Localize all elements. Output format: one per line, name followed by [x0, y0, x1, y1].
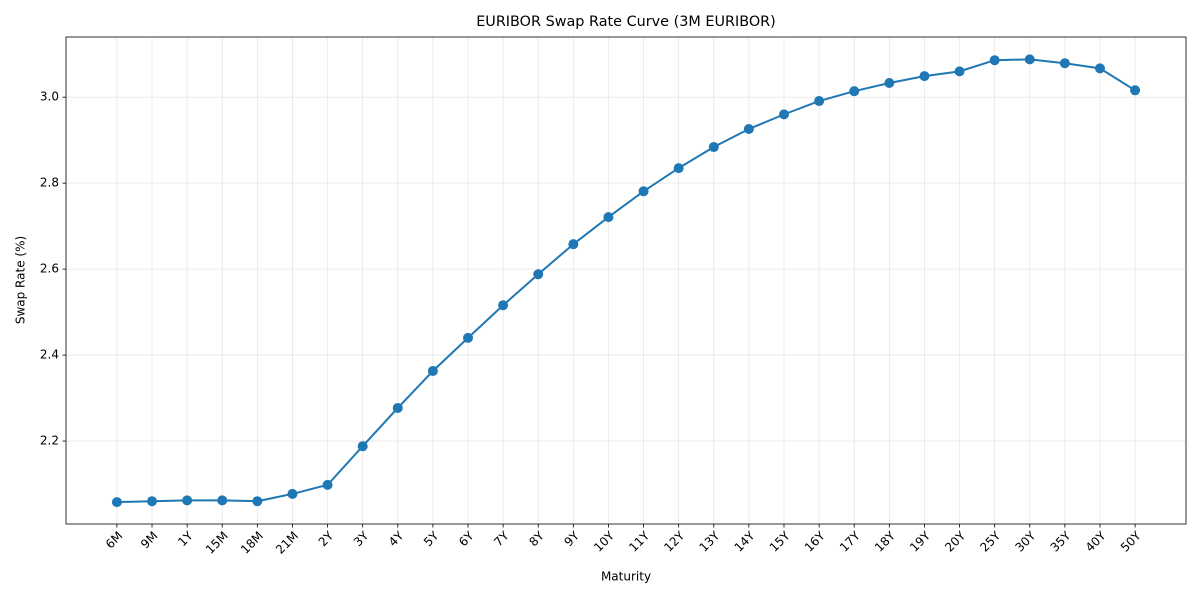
marker: [638, 186, 649, 197]
marker: [1094, 63, 1105, 74]
marker: [849, 86, 860, 97]
x-tick-label: 6Y: [456, 528, 477, 549]
y-tick-label: 2.2: [40, 434, 59, 448]
marker: [463, 332, 474, 343]
marker: [954, 66, 965, 77]
y-tick-label: 2.8: [40, 176, 59, 190]
marker: [427, 365, 438, 376]
marker: [182, 495, 193, 506]
x-tick-label: 16Y: [802, 528, 828, 554]
marker: [884, 77, 895, 88]
marker: [919, 71, 930, 82]
marker: [708, 142, 719, 153]
marker: [287, 488, 298, 499]
plot: [111, 54, 1141, 508]
x-tick-label: 9Y: [561, 528, 582, 549]
marker: [1024, 54, 1035, 65]
marker: [252, 496, 263, 507]
x-tick-label: 9M: [138, 529, 161, 552]
x-tick-label: 7Y: [491, 528, 512, 549]
y-axis-label: Swap Rate (%): [14, 236, 28, 324]
x-tick-label: 30Y: [1012, 528, 1038, 554]
marker: [989, 55, 1000, 66]
x-tick-label: 15M: [203, 529, 231, 557]
x-tick-label: 35Y: [1048, 528, 1074, 554]
x-tick-label: 12Y: [661, 528, 687, 554]
marker: [1130, 85, 1141, 96]
grid: [66, 37, 1186, 524]
x-tick-label: 8Y: [526, 528, 547, 549]
marker: [357, 441, 368, 452]
x-tick-label: 25Y: [977, 528, 1003, 554]
x-tick-label: 4Y: [386, 528, 407, 549]
x-tick-label: 1Y: [175, 528, 196, 549]
chart-title: EURIBOR Swap Rate Curve (3M EURIBOR): [476, 14, 776, 30]
marker: [743, 123, 754, 134]
x-tick-label: 40Y: [1083, 528, 1109, 554]
marker: [217, 495, 228, 506]
x-tick-label: 14Y: [732, 528, 758, 554]
y-tick-label: 3.0: [40, 90, 59, 104]
x-tick-label: 18Y: [872, 528, 898, 554]
marker: [111, 497, 122, 508]
marker: [814, 96, 825, 107]
line: [116, 58, 1136, 504]
marker: [533, 269, 544, 280]
x-tick-label: 19Y: [907, 528, 933, 554]
marker: [147, 496, 158, 507]
x-tick-label: 17Y: [837, 528, 863, 554]
x-axis-label: Maturity: [601, 570, 651, 584]
y-tick-label: 2.4: [40, 348, 59, 362]
marker: [603, 212, 614, 223]
x-tick-label: 21M: [273, 529, 301, 557]
marker: [498, 300, 509, 311]
x-tick-label: 18M: [238, 529, 266, 557]
x-tick-label: 2Y: [316, 528, 337, 549]
marker: [322, 479, 333, 490]
x-tick-label: 20Y: [942, 528, 968, 554]
x-tick-label: 11Y: [626, 528, 652, 554]
x-tick-label: 13Y: [696, 528, 722, 554]
marker: [778, 109, 789, 120]
plot-frame: [65, 36, 1187, 525]
x-tick-label: 6M: [103, 529, 126, 552]
x-tick-label: 5Y: [421, 528, 442, 549]
marker: [673, 163, 684, 174]
marker: [392, 402, 403, 413]
marker: [1059, 58, 1070, 69]
y-tick-label: 2.6: [40, 262, 59, 276]
x-tick-label: 15Y: [767, 528, 793, 554]
x-tick-label: 10Y: [591, 528, 617, 554]
x-tick-label: 50Y: [1118, 528, 1144, 554]
marker: [568, 239, 579, 250]
x-tick-label: 3Y: [351, 528, 372, 549]
